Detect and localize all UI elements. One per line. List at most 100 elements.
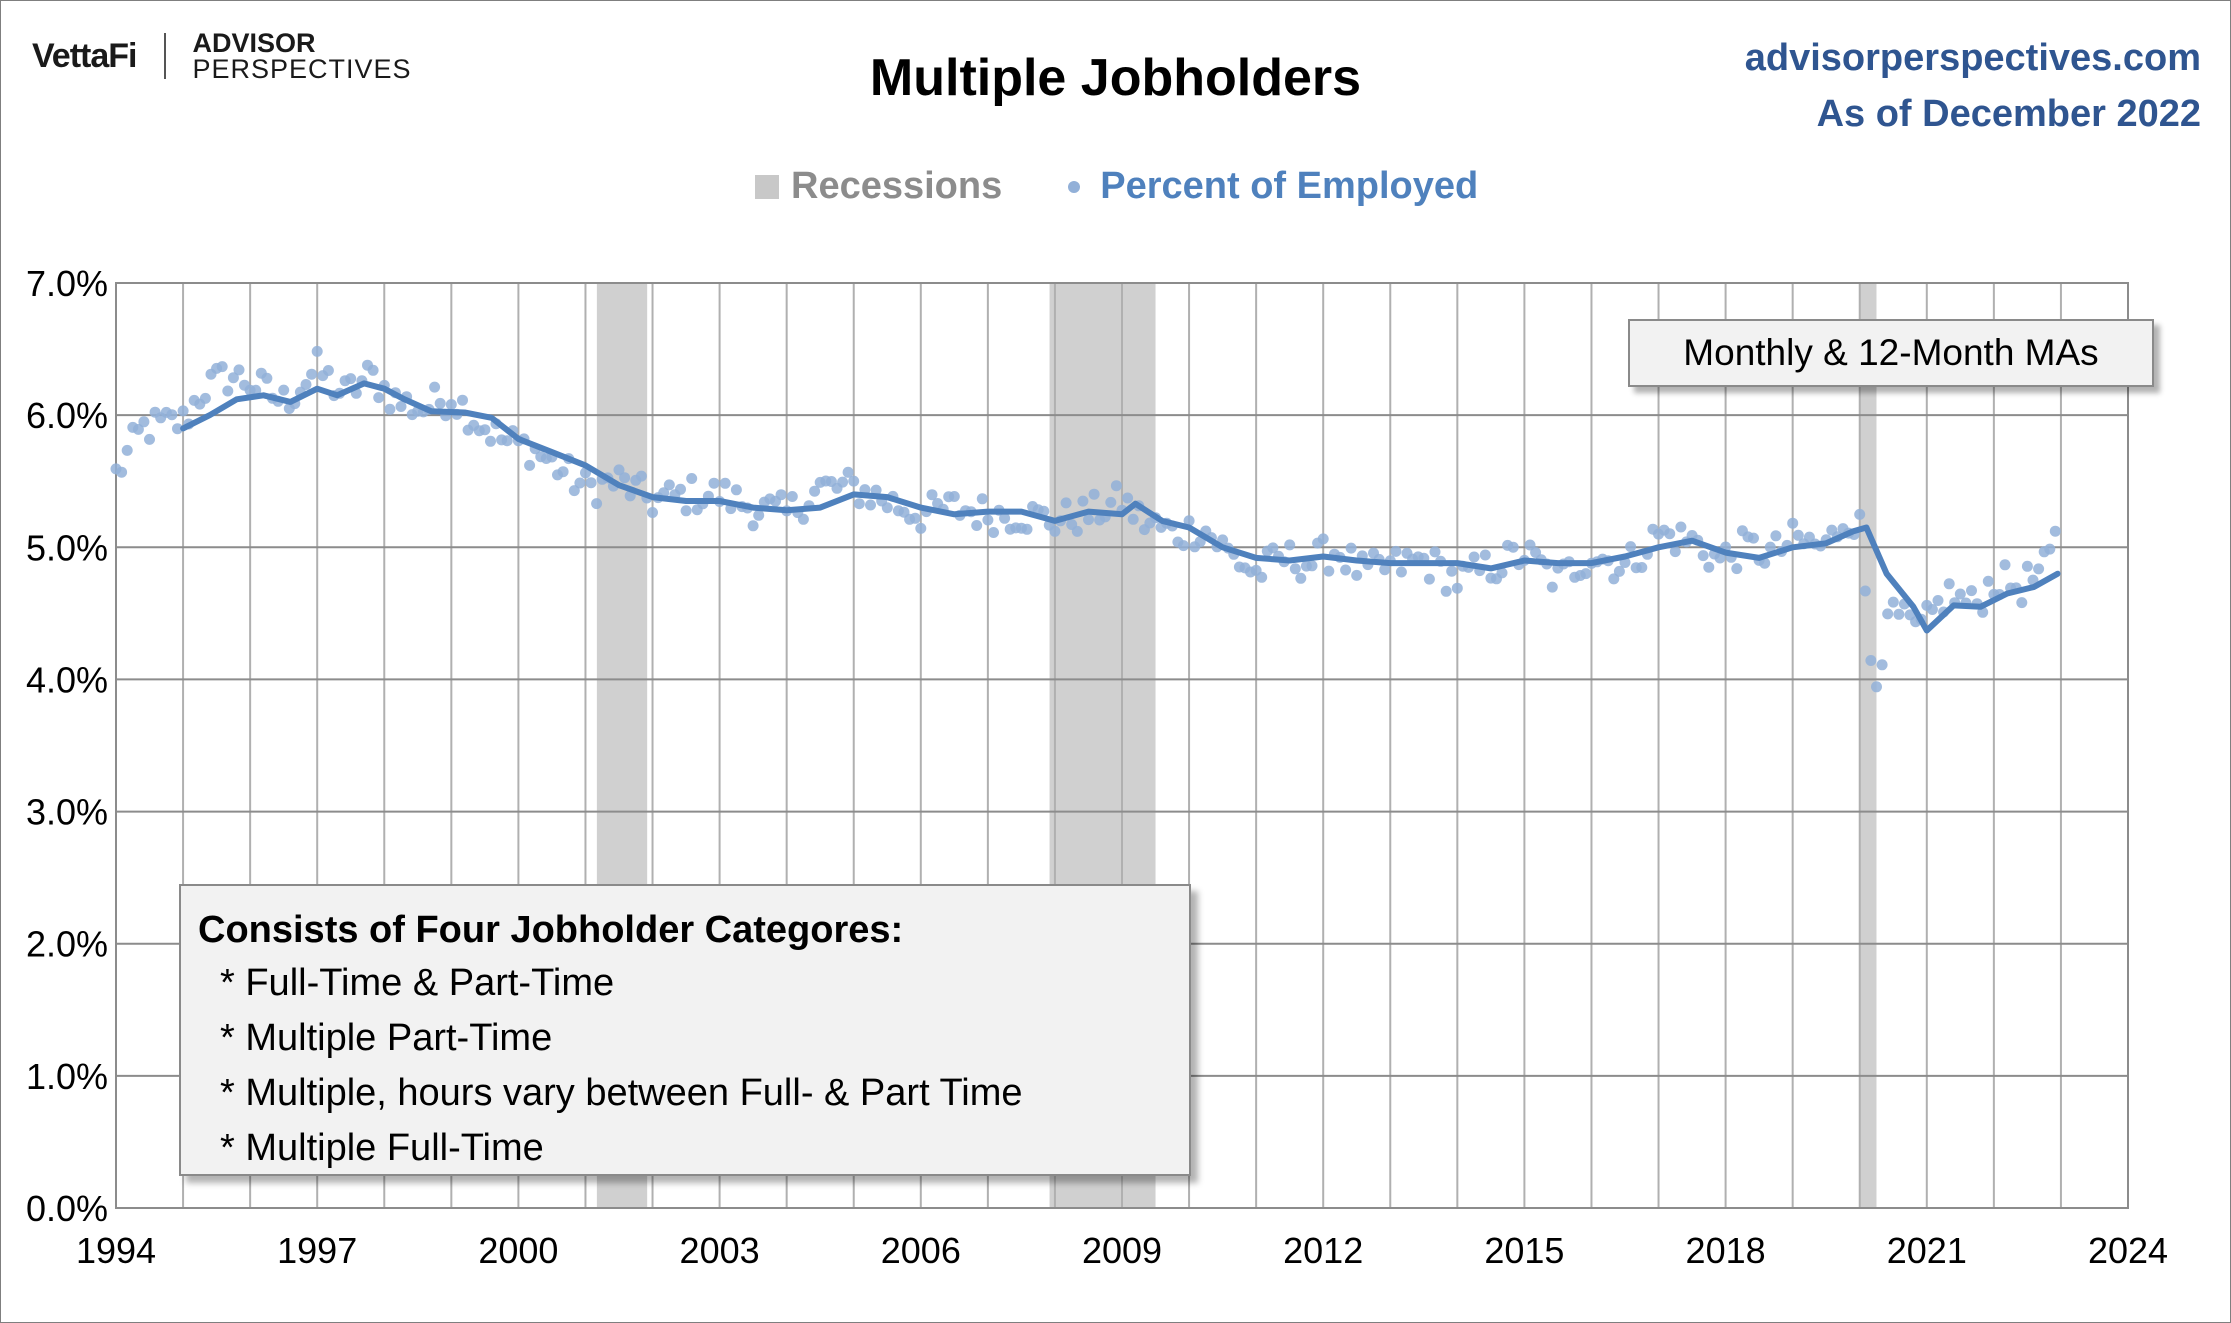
monthly-point [999,512,1011,524]
monthly-point [116,466,128,478]
monthly-point [1127,513,1139,525]
monthly-point [261,372,273,384]
ma-12-month-line [180,380,2061,634]
monthly-point [1345,542,1357,554]
info-item: * Full-Time & Part-Time [220,962,615,1004]
as-of-date: As of December 2022 [1816,93,2201,135]
moving-average [180,380,2061,634]
monthly-point [2044,543,2056,555]
monthly-point [585,477,597,489]
x-tick-label: 1994 [76,1230,156,1271]
y-tick-label: 7.0% [26,263,108,304]
monthly-point [1887,596,1899,608]
monthly-point [1625,541,1637,553]
monthly-point [1770,530,1782,542]
monthly-point [345,373,357,385]
chart-title: Multiple Jobholders [869,49,1362,107]
monthly-point [311,345,323,357]
monthly-point [730,484,742,496]
monthly-point [445,399,457,410]
monthly-point [647,507,658,518]
x-tick-label: 2009 [1082,1230,1162,1271]
monthly-point [948,491,960,502]
monthly-point [1697,550,1709,562]
monthly-point [1669,546,1681,558]
x-tick-label: 2021 [1887,1230,1967,1271]
monthly-point [786,491,798,502]
info-box: Consists of Four Jobholder Categores: * … [179,884,1191,1176]
monthly-point [121,444,133,456]
monthly-point [1289,563,1301,575]
legend-series-label: Percent of Employed [1100,165,1479,207]
monthly-point [1183,515,1195,527]
monthly-point [976,493,988,505]
monthly-point [675,483,686,495]
monthly-point [568,485,580,497]
y-tick-label: 3.0% [26,792,108,833]
legend-series-marker [1068,180,1081,193]
monthly-point [1077,495,1089,507]
monthly-point [2016,597,2028,609]
monthly-point [797,513,809,525]
monthly-point [1395,566,1407,578]
monthly-point [635,470,647,482]
monthly-point [708,477,720,489]
monthly-point [881,502,893,514]
monthly-point [1468,551,1480,563]
monthly-point [1759,557,1771,569]
monthly-point [1088,488,1100,500]
monthly-point [1876,659,1888,671]
monthly-point [177,405,189,417]
monthly-point [753,509,765,521]
x-tick-label: 2015 [1484,1230,1564,1271]
logo-divider [164,33,167,79]
monthly-point [524,459,536,471]
legend-item-recessions: Recessions [755,165,1002,208]
monthly-point [1580,568,1592,580]
y-tick-label: 4.0% [26,659,108,700]
monthly-point [227,372,239,384]
monthly-point [848,475,860,487]
monthly-point [574,477,586,489]
monthly-point [1295,572,1307,584]
info-item: * Multiple Part-Time [220,1017,553,1059]
monthly-point [663,479,675,491]
monthly-point [1122,492,1134,504]
monthly-point [1105,496,1117,508]
chart-legend: Recessions Percent of Employed [755,165,1544,208]
monthly-point [1446,565,1458,577]
monthly-point [1284,539,1296,551]
monthly-point [1178,540,1189,552]
info-title: Consists of Four Jobholder Categores: [198,909,904,951]
monthly-point [809,485,821,497]
monthly-point [1748,532,1759,544]
monthly-point [322,365,334,376]
monthly-point [1267,542,1279,554]
monthly-point [1764,541,1776,553]
monthly-point [166,409,178,421]
monthly-point [1317,533,1329,545]
monthly-point [1787,517,1799,529]
x-tick-label: 2012 [1283,1230,1363,1271]
monthly-point [775,489,787,501]
x-tick-label: 2003 [680,1230,760,1271]
monthly-point [747,520,759,532]
monthly-point [1982,575,1994,587]
monthly-point [909,512,921,524]
monthly-point [1451,582,1463,594]
monthly-point [395,401,407,412]
monthly-point [1871,681,1882,693]
axis-labels: 0.0% 1.0% 2.0% 3.0% 4.0% 5.0% 6.0% 7.0% 1994 1997… [26,263,2168,1271]
monthly-point [479,424,491,436]
monthly-point [1714,552,1726,564]
monthly-point [686,473,698,484]
monthly-point [1440,585,1452,597]
monthly-point [1507,541,1519,553]
monthly-point [1613,565,1625,577]
monthly-point [434,397,446,409]
ma-note-box: Monthly & 12-Month MAs [1628,319,2154,387]
monthly-point [501,435,513,447]
monthly-point [680,505,692,517]
monthly-point [1943,578,1955,590]
monthly-point [429,381,441,393]
